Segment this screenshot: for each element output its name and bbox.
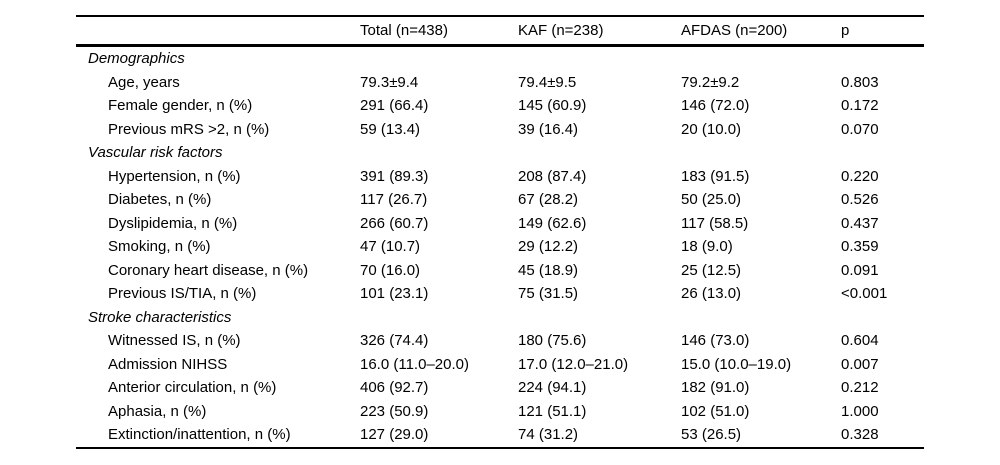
cell-value: 391 (89.3) bbox=[360, 167, 429, 185]
row-label: Extinction/inattention, n (%) bbox=[108, 426, 291, 444]
cell-value: 145 (60.9) bbox=[518, 97, 587, 115]
row-label: Witnessed IS, n (%) bbox=[108, 332, 241, 350]
row-label: Previous IS/TIA, n (%) bbox=[108, 285, 257, 303]
table-row: Aphasia, n (%) 223 (50.9) 121 (51.1) 102 (5… bbox=[76, 400, 924, 424]
cell-value: 183 (91.5) bbox=[681, 167, 750, 185]
cell-value: 50 (25.0) bbox=[681, 191, 742, 209]
row-label: Aphasia, n (%) bbox=[108, 402, 207, 420]
cell-value: 117 (58.5) bbox=[681, 214, 749, 232]
cell-value: 0.803 bbox=[841, 73, 879, 91]
table-row: Diabetes, n (%) 117 (26.7) 67 (28.2) 50 (25… bbox=[76, 188, 924, 212]
cell-value: 53 (26.5) bbox=[681, 426, 742, 444]
cell-value: 70 (16.0) bbox=[360, 261, 421, 279]
cell-value: 15.0 (10.0–19.0) bbox=[681, 355, 792, 373]
table-row: Witnessed IS, n (%) 326 (74.4) 180 (75.6) 1… bbox=[76, 329, 924, 353]
cell-value: 146 (72.0) bbox=[681, 97, 750, 115]
cell-value: 59 (13.4) bbox=[360, 120, 421, 138]
column-header-kaf: KAF (n=238) bbox=[518, 22, 604, 39]
cell-value: 74 (31.2) bbox=[518, 426, 579, 444]
table-row: Extinction/inattention, n (%) 127 (29.0) 7… bbox=[76, 423, 924, 448]
cell-value: <0.001 bbox=[841, 285, 888, 303]
cell-value: 208 (87.4) bbox=[518, 167, 587, 185]
cell-value: 149 (62.6) bbox=[518, 214, 587, 232]
cell-value: 1.000 bbox=[841, 402, 879, 420]
cell-value: 266 (60.7) bbox=[360, 214, 429, 232]
cell-value: 0.070 bbox=[841, 120, 879, 138]
cell-value: 0.212 bbox=[841, 379, 879, 397]
row-label: Diabetes, n (%) bbox=[108, 191, 212, 209]
cell-value: 146 (73.0) bbox=[681, 332, 750, 350]
section-label: Demographics bbox=[88, 50, 185, 68]
row-label: Coronary heart disease, n (%) bbox=[108, 261, 309, 279]
table-header-row: Total (n=438) KAF (n=238) AFDAS (n=200) … bbox=[76, 16, 924, 46]
table-row: Dyslipidemia, n (%) 266 (60.7) 149 (62.6) 1… bbox=[76, 212, 924, 236]
baseline-characteristics-table: Total (n=438) KAF (n=238) AFDAS (n=200) … bbox=[76, 15, 924, 449]
cell-value: 20 (10.0) bbox=[681, 120, 742, 138]
section-label: Stroke characteristics bbox=[88, 308, 232, 326]
column-header-total: Total (n=438) bbox=[360, 22, 448, 39]
cell-value: 47 (10.7) bbox=[360, 238, 421, 256]
cell-value: 17.0 (12.0–21.0) bbox=[518, 355, 629, 373]
row-label: Anterior circulation, n (%) bbox=[108, 379, 277, 397]
cell-value: 224 (94.1) bbox=[518, 379, 587, 397]
column-header-afdas: AFDAS (n=200) bbox=[681, 22, 788, 39]
cell-value: 26 (13.0) bbox=[681, 285, 742, 303]
cell-value: 18 (9.0) bbox=[681, 238, 733, 256]
cell-value: 29 (12.2) bbox=[518, 238, 579, 256]
cell-value: 45 (18.9) bbox=[518, 261, 579, 279]
column-header-empty bbox=[76, 16, 360, 46]
cell-value: 0.091 bbox=[841, 261, 879, 279]
cell-value: 180 (75.6) bbox=[518, 332, 587, 350]
cell-value: 39 (16.4) bbox=[518, 120, 579, 138]
cell-value: 79.3±9.4 bbox=[360, 73, 419, 91]
section-header-row: Stroke characteristics bbox=[76, 306, 924, 330]
row-label: Previous mRS >2, n (%) bbox=[108, 120, 270, 138]
cell-value: 0.437 bbox=[841, 214, 879, 232]
table-row: Admission NIHSS 16.0 (11.0–20.0) 17.0 (12.… bbox=[76, 353, 924, 377]
cell-value: 127 (29.0) bbox=[360, 426, 429, 444]
cell-value: 79.2±9.2 bbox=[681, 73, 740, 91]
cell-value: 117 (26.7) bbox=[360, 191, 428, 209]
cell-value: 291 (66.4) bbox=[360, 97, 429, 115]
row-label: Dyslipidemia, n (%) bbox=[108, 214, 238, 232]
cell-value: 102 (51.0) bbox=[681, 402, 750, 420]
cell-value: 101 (23.1) bbox=[360, 285, 429, 303]
row-label: Age, years bbox=[108, 73, 180, 91]
cell-value: 223 (50.9) bbox=[360, 402, 429, 420]
cell-value: 0.172 bbox=[841, 97, 879, 115]
cell-value: 182 (91.0) bbox=[681, 379, 750, 397]
cell-value: 0.328 bbox=[841, 426, 879, 444]
row-label: Smoking, n (%) bbox=[108, 238, 211, 256]
section-header-row: Demographics bbox=[76, 46, 924, 71]
cell-value: 0.220 bbox=[841, 167, 879, 185]
cell-value: 75 (31.5) bbox=[518, 285, 579, 303]
table-row: Smoking, n (%) 47 (10.7) 29 (12.2) 18 (9.0)… bbox=[76, 235, 924, 259]
cell-value: 121 (51.1) bbox=[518, 402, 587, 420]
cell-value: 0.007 bbox=[841, 355, 879, 373]
table-row: Previous IS/TIA, n (%) 101 (23.1) 75 (31.5… bbox=[76, 282, 924, 306]
table-row: Coronary heart disease, n (%) 70 (16.0) 45… bbox=[76, 259, 924, 283]
cell-value: 326 (74.4) bbox=[360, 332, 429, 350]
row-label: Admission NIHSS bbox=[108, 355, 228, 373]
cell-value: 0.359 bbox=[841, 238, 879, 256]
section-label: Vascular risk factors bbox=[88, 144, 223, 162]
cell-value: 406 (92.7) bbox=[360, 379, 429, 397]
cell-value: 25 (12.5) bbox=[681, 261, 742, 279]
column-header-p-value: p bbox=[841, 22, 850, 39]
row-label: Female gender, n (%) bbox=[108, 97, 253, 115]
table-row: Hypertension, n (%) 391 (89.3) 208 (87.4) 1… bbox=[76, 165, 924, 189]
table-row: Anterior circulation, n (%) 406 (92.7) 224… bbox=[76, 376, 924, 400]
cell-value: 16.0 (11.0–20.0) bbox=[360, 355, 469, 373]
cell-value: 0.604 bbox=[841, 332, 879, 350]
row-label: Hypertension, n (%) bbox=[108, 167, 241, 185]
section-header-row: Vascular risk factors bbox=[76, 141, 924, 165]
table-row: Age, years 79.3±9.4 79.4±9.5 79.2±9.2 0.803 bbox=[76, 71, 924, 95]
table-row: Previous mRS >2, n (%) 59 (13.4) 39 (16.4)… bbox=[76, 118, 924, 142]
cell-value: 0.526 bbox=[841, 191, 879, 209]
table-row: Female gender, n (%) 291 (66.4) 145 (60.9)… bbox=[76, 94, 924, 118]
cell-value: 67 (28.2) bbox=[518, 191, 579, 209]
cell-value: 79.4±9.5 bbox=[518, 73, 577, 91]
